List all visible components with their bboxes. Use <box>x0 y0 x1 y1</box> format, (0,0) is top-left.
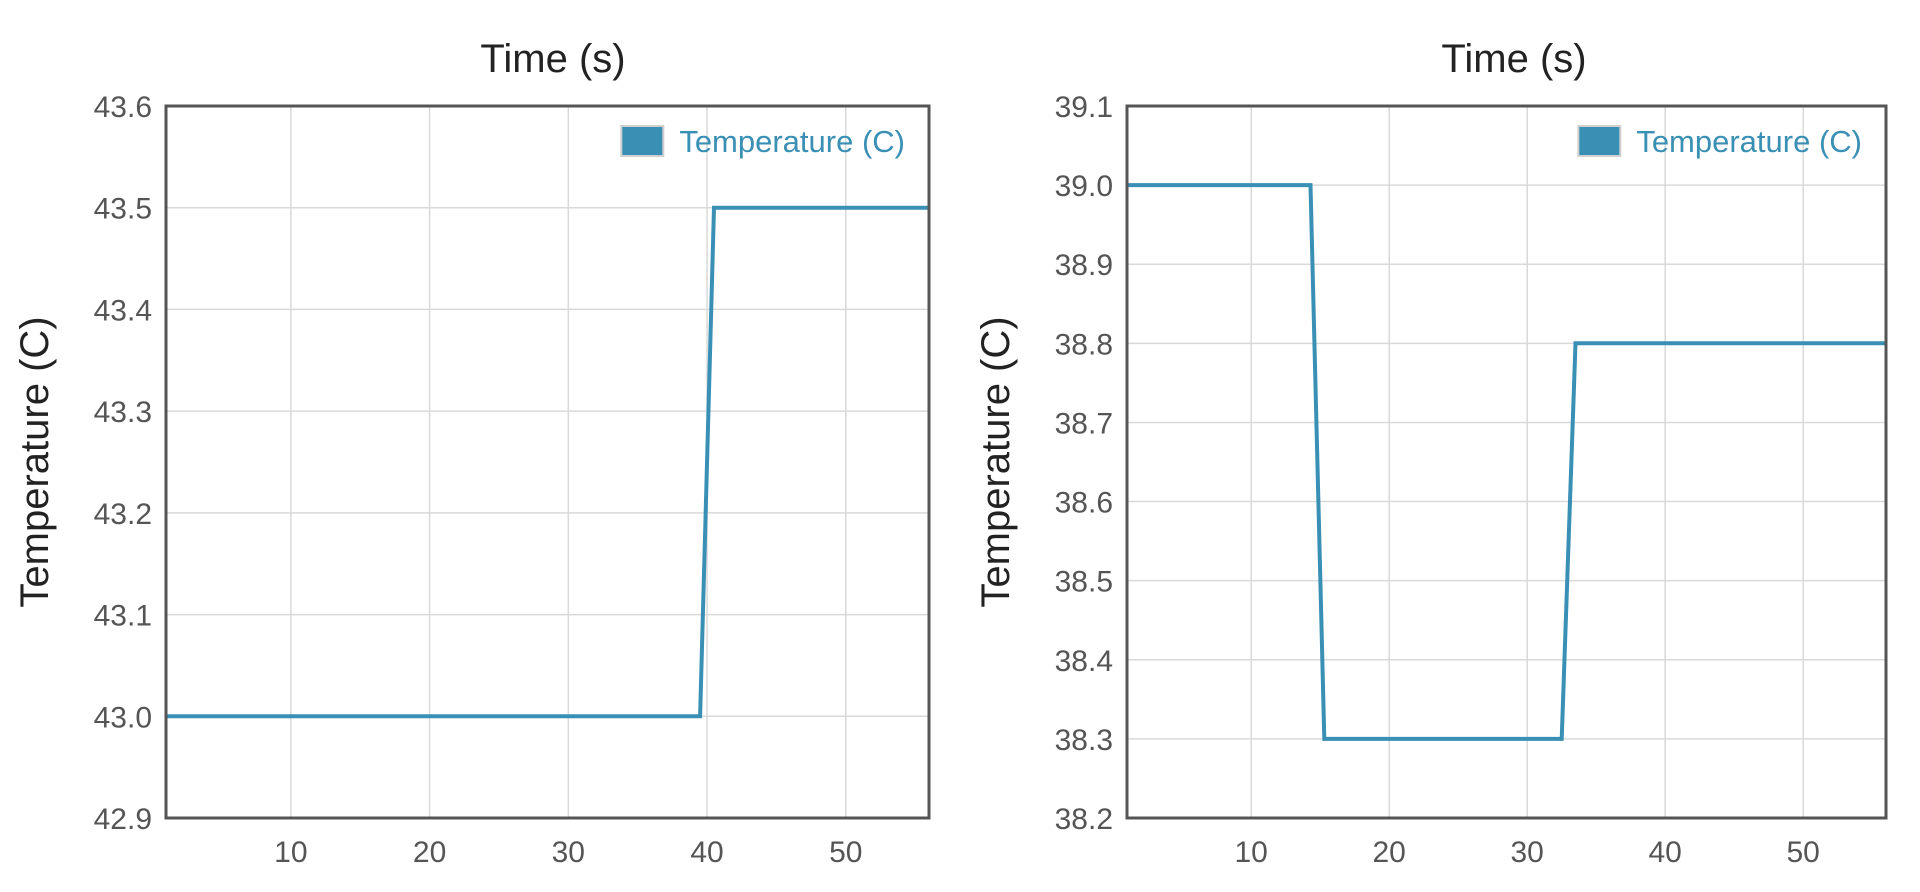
y-tick-label: 38.4 <box>1055 645 1113 678</box>
y-tick-label: 43.1 <box>94 600 152 633</box>
x-tick-label: 20 <box>1373 836 1406 869</box>
x-tick-label: 50 <box>1787 836 1820 869</box>
x-tick-label: 10 <box>274 836 307 869</box>
temperature-series-line <box>166 205 929 719</box>
y-tick-label: 43.5 <box>94 193 152 226</box>
temperature-series-line <box>1127 183 1886 741</box>
chart-title: Time (s) <box>480 37 625 81</box>
y-tick-label: 43.4 <box>94 294 152 327</box>
y-tick-label: 39.0 <box>1055 170 1113 203</box>
legend-label: Temperature (C) <box>679 124 905 159</box>
y-axis-label: Temperature (C) <box>974 316 1018 607</box>
legend-swatch <box>620 125 665 157</box>
plot-frame <box>164 104 931 820</box>
legend-label: Temperature (C) <box>1636 124 1862 159</box>
y-tick-label: 43.3 <box>94 396 152 429</box>
y-tick-label: 38.5 <box>1055 566 1113 599</box>
y-tick-label: 38.8 <box>1055 328 1113 361</box>
x-tick-label: 40 <box>1649 836 1682 869</box>
x-tick-label: 40 <box>690 836 723 869</box>
x-tick-label: 30 <box>552 836 585 869</box>
y-tick-label: 38.2 <box>1055 803 1113 836</box>
y-tick-label: 43.6 <box>94 91 152 124</box>
x-tick-label: 50 <box>829 836 862 869</box>
y-tick-label: 42.9 <box>94 803 152 836</box>
y-axis-label: Temperature (C) <box>13 316 57 607</box>
chart-1: Time (s) Temperature (C) 10 20 30 40 50 42.9 43.… <box>13 37 931 869</box>
x-tick-label: 20 <box>413 836 446 869</box>
plot-frame <box>1125 104 1888 820</box>
y-tick-label: 39.1 <box>1055 91 1113 124</box>
x-tick-label: 10 <box>1235 836 1268 869</box>
legend-swatch <box>1577 125 1622 157</box>
y-tick-label: 43.0 <box>94 701 152 734</box>
y-tick-label: 43.2 <box>94 498 152 531</box>
y-tick-label: 38.6 <box>1055 487 1113 520</box>
y-tick-label: 38.7 <box>1055 407 1113 440</box>
chart-title: Time (s) <box>1441 37 1586 81</box>
chart-2: Time (s) Temperature (C) 10 20 30 40 50 38.2 38.… <box>974 37 1888 869</box>
x-tick-label: 30 <box>1511 836 1544 869</box>
y-tick-label: 38.3 <box>1055 724 1113 757</box>
y-tick-label: 38.9 <box>1055 249 1113 282</box>
